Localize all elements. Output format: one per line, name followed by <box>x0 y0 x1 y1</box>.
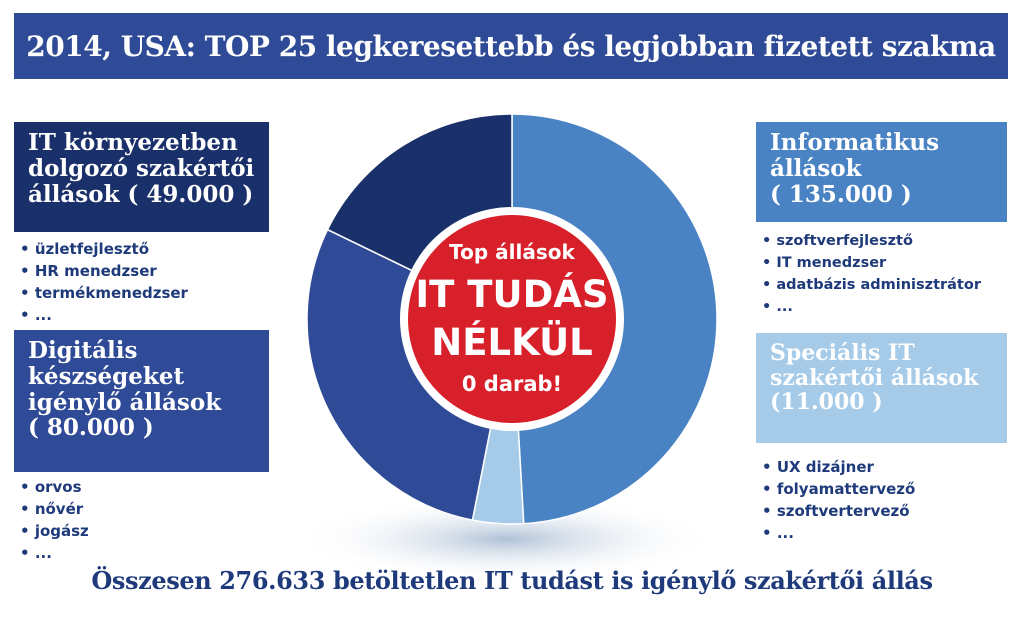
label-line: ( 135.000 ) <box>770 180 912 208</box>
center-line-top-jobs: Top állások <box>449 240 575 264</box>
list-item: adatbázis adminisztrátor <box>762 274 981 296</box>
list-item: termékmenedzser <box>20 282 188 304</box>
informatics-jobs-list: szoftverfejlesztő IT menedzser adatbázis… <box>762 230 981 318</box>
label-line: Speciális IT <box>770 340 915 366</box>
list-item: ... <box>20 542 89 564</box>
center-line-it-tudas: IT TUDÁS <box>415 272 608 316</box>
it-environment-jobs-label: IT környezetben dolgozó szakértői álláso… <box>14 122 269 232</box>
list-item: UX dizájner <box>762 456 915 478</box>
list-item: nővér <box>20 498 89 520</box>
label-line: szakértői állások <box>770 364 979 391</box>
digital-skills-jobs-label: Digitális készségeket igénylő állások ( … <box>14 330 269 472</box>
special-it-jobs-list: UX dizájner folyamattervező szoftverterv… <box>762 456 916 544</box>
center-line-nelkul: NÉLKÜL <box>431 320 592 364</box>
total-summary: Összesen 276.633 betöltetlen IT tudást i… <box>91 566 933 595</box>
label-line: ( 80.000 ) <box>28 414 154 442</box>
informatics-jobs-label: Informatikus állások ( 135.000 ) <box>756 122 1007 222</box>
center-circle <box>408 215 616 423</box>
page-title: 2014, USA: TOP 25 legkeresettebb és legj… <box>14 13 1008 79</box>
label-line: állások ( 49.000 ) <box>28 180 254 208</box>
label-line: (11.000 ) <box>770 389 883 416</box>
digital-skills-jobs-list: orvos nővér jogász ... <box>20 476 89 564</box>
list-item: szoftverfejlesztő <box>762 230 981 252</box>
list-item: jogász <box>20 520 89 542</box>
list-item: ... <box>762 296 981 318</box>
list-item: üzletfejlesztő <box>20 238 188 260</box>
chart-shadow <box>294 497 718 581</box>
list-item: szoftvertervező <box>762 500 915 522</box>
label-line: igénylő állások <box>28 388 222 416</box>
list-item: IT menedzser <box>762 252 981 274</box>
list-item: folyamattervező <box>762 478 916 500</box>
special-it-jobs-label: Speciális IT szakértői állások (11.000 ) <box>756 333 1007 443</box>
center-line-zero: 0 darab! <box>462 372 562 396</box>
list-item: HR menedzser <box>20 260 188 282</box>
label-line: készségeket <box>28 362 185 390</box>
label-line: állások <box>770 154 862 182</box>
label-line: Informatikus <box>770 129 940 156</box>
list-item: ... <box>20 304 188 326</box>
it-environment-jobs-list: üzletfejlesztő HR menedzser termékmenedz… <box>20 238 188 326</box>
label-line: Digitális <box>28 337 138 364</box>
donut-chart-svg: Top állások IT TUDÁS NÉLKÜL 0 darab! <box>294 113 718 581</box>
list-item: ... <box>762 522 915 544</box>
label-line: dolgozó szakértői <box>28 154 255 182</box>
label-line: IT környezetben <box>28 129 238 156</box>
donut-chart: Top állások IT TUDÁS NÉLKÜL 0 darab! <box>290 99 740 614</box>
list-item: orvos <box>20 476 89 498</box>
